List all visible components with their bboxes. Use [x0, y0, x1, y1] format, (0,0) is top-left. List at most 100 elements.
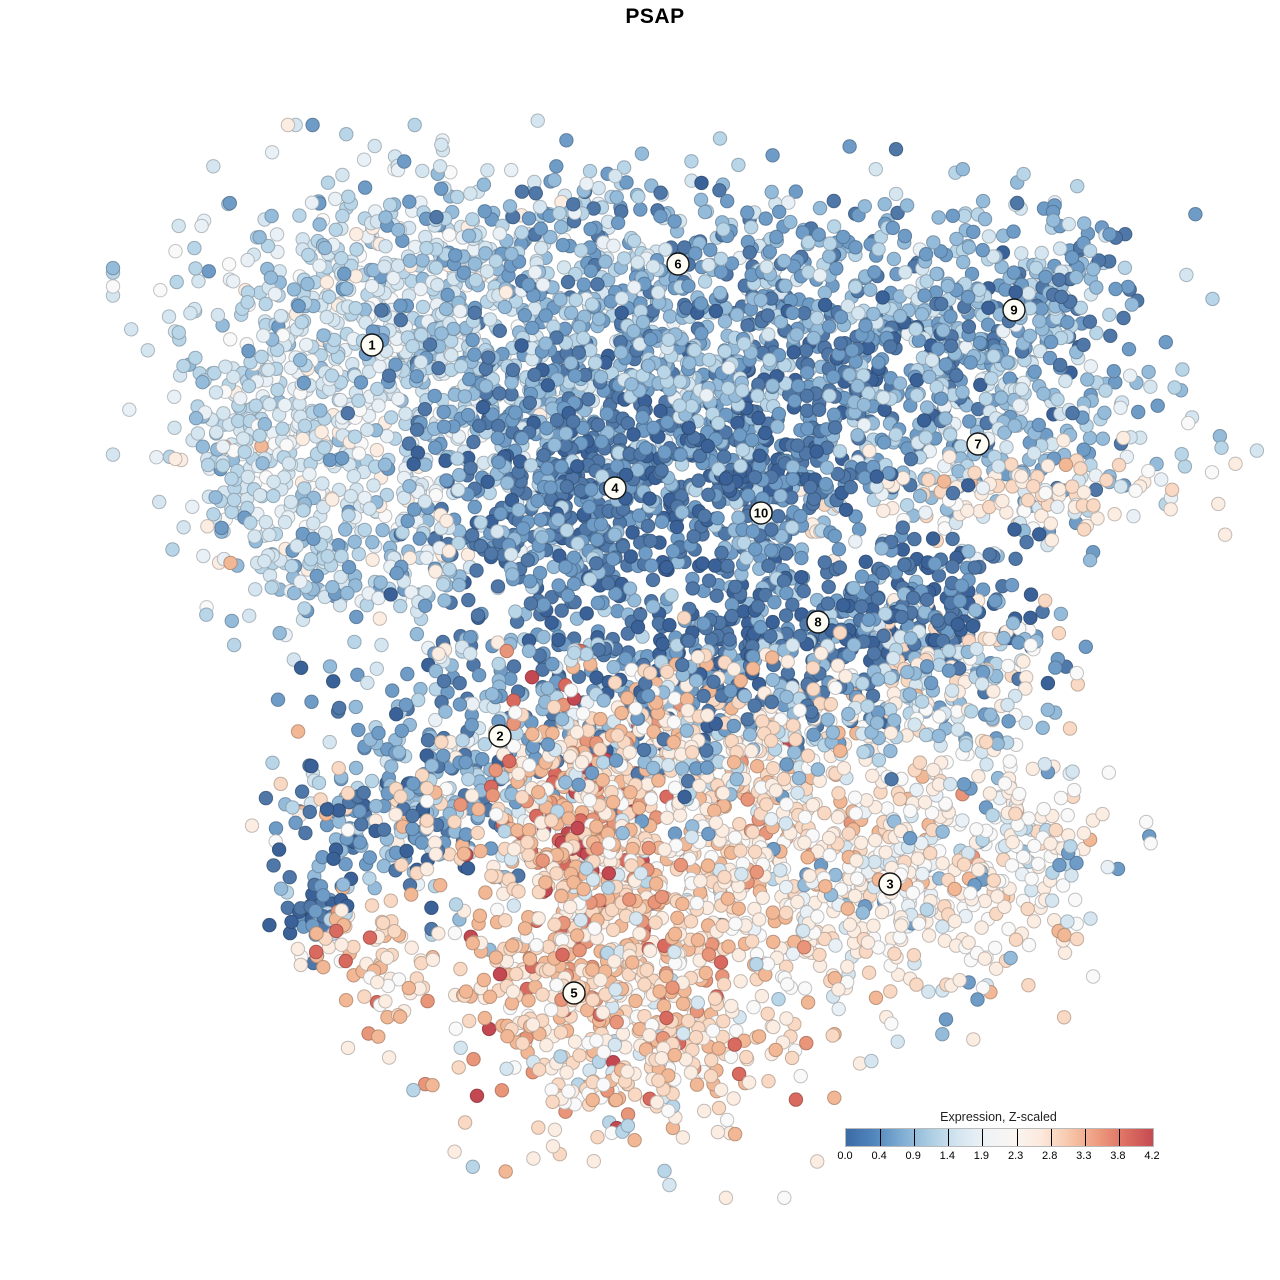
cell-point [1012, 398, 1027, 413]
cell-point [1128, 483, 1143, 498]
cell-point [693, 296, 709, 311]
cell-point [758, 425, 773, 441]
cell-point [304, 195, 320, 210]
cell-point [660, 415, 675, 430]
cell-point [525, 320, 540, 336]
cell-point [333, 392, 348, 408]
cell-point [748, 542, 763, 557]
cell-point [304, 758, 319, 774]
cell-point [1043, 334, 1059, 350]
cell-point [366, 478, 381, 493]
cell-point [1065, 405, 1080, 421]
cell-point [871, 355, 886, 370]
cell-point [1076, 522, 1092, 537]
cell-point [504, 162, 519, 178]
cell-point [393, 598, 408, 614]
cell-point [414, 327, 429, 342]
cell-point [783, 214, 798, 230]
cell-point [188, 261, 203, 276]
cell-point [467, 256, 483, 271]
cell-point [257, 554, 272, 569]
cell-point [1099, 472, 1114, 488]
cell-point [428, 564, 443, 579]
cell-point [848, 279, 863, 295]
cell-point [1122, 368, 1138, 383]
cell-point [886, 251, 902, 267]
cell-point [539, 421, 554, 436]
cell-point [1053, 606, 1069, 622]
cell-point [452, 697, 468, 712]
cell-point [703, 242, 718, 258]
cell-point [503, 547, 519, 562]
cell-point [270, 692, 286, 707]
cell-point [393, 789, 408, 804]
cell-point [438, 453, 453, 468]
cell-point [613, 345, 629, 360]
cell-point [614, 305, 629, 320]
cell-point [868, 162, 883, 177]
cell-point [590, 417, 606, 432]
cell-point [273, 776, 288, 792]
cell-point [269, 227, 285, 242]
cell-point [799, 403, 815, 418]
cell-point [471, 667, 487, 683]
cell-point [984, 371, 999, 386]
cell-point [694, 326, 709, 341]
cell-point [1154, 472, 1169, 487]
cell-point [899, 198, 915, 213]
cell-point [751, 410, 766, 426]
cell-point [497, 299, 513, 315]
cell-point [284, 559, 299, 574]
cell-point [341, 189, 356, 204]
cell-point [383, 893, 398, 908]
cell-point [1073, 461, 1088, 476]
cell-point [806, 330, 821, 346]
cell-point [354, 817, 369, 832]
cell-point [407, 117, 422, 133]
cell-point [538, 336, 553, 351]
cell-point [1108, 281, 1123, 297]
cell-point [1052, 241, 1068, 256]
cell-point [996, 630, 1011, 646]
cell-point [297, 601, 312, 616]
cell-point [349, 609, 364, 625]
cell-point [404, 887, 419, 902]
cell-point [540, 378, 556, 393]
cell-point [514, 431, 530, 446]
cell-point [480, 474, 495, 489]
cell-point [1098, 383, 1113, 398]
cell-point [935, 323, 951, 338]
cell-point [260, 238, 276, 254]
cell-point [753, 620, 768, 635]
cell-point [277, 397, 292, 413]
cell-point [776, 253, 792, 269]
cell-point [452, 675, 467, 691]
cell-point [176, 358, 191, 374]
cell-point [1014, 382, 1029, 397]
cell-point [435, 577, 451, 592]
cell-point [285, 800, 300, 815]
cell-point [876, 435, 892, 450]
cell-point [832, 560, 847, 575]
cell-point [742, 245, 757, 260]
cell-point [607, 527, 622, 542]
cell-point [1061, 216, 1077, 232]
cell-point [492, 323, 507, 338]
cell-point [473, 843, 488, 859]
cell-point [279, 438, 294, 453]
cell-point [1163, 502, 1178, 517]
cell-point [694, 175, 709, 191]
cell-point [378, 210, 393, 225]
cell-point [306, 516, 321, 531]
cell-point [547, 437, 562, 453]
cell-point [1086, 262, 1101, 277]
cell-point [379, 429, 395, 444]
cell-point [218, 359, 233, 374]
cell-point [878, 606, 893, 621]
cell-point [490, 579, 506, 594]
cell-point [549, 159, 564, 174]
cell-point [374, 303, 389, 318]
cell-point [691, 473, 706, 488]
cell-point [417, 494, 433, 509]
cell-point [945, 208, 960, 224]
